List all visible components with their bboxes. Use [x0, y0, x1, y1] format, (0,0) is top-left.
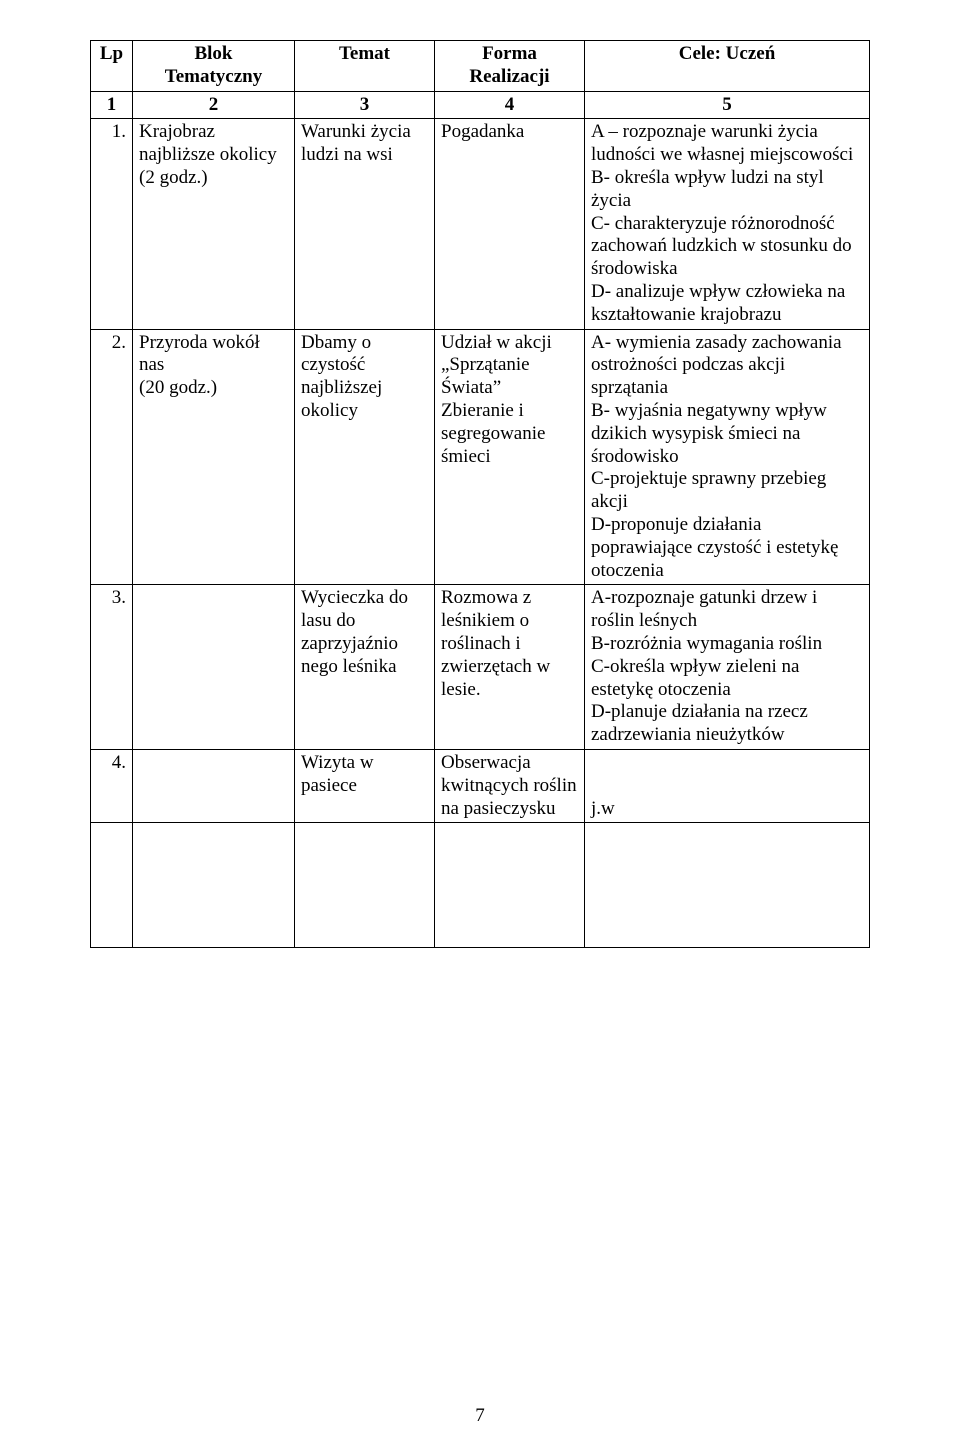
table-row: 4. Wizyta w pasiece Obserwacja kwitnącyc… — [91, 749, 870, 822]
cell-temat: Warunki życia ludzi na wsi — [295, 119, 435, 329]
cell-forma: Obserwacja kwitnących roślin na pasieczy… — [435, 749, 585, 822]
cell-blok: Krajobraz najbliższe okolicy (2 godz.) — [133, 119, 295, 329]
page: Lp Blok Tematyczny Temat Forma Realizacj… — [0, 0, 960, 1451]
cell-cele: A- wymienia zasady zachowania ostrożnośc… — [585, 329, 870, 585]
cell-lp: 2. — [91, 329, 133, 585]
cell-forma: Pogadanka — [435, 119, 585, 329]
numrow-5: 5 — [585, 91, 870, 119]
numrow-4: 4 — [435, 91, 585, 119]
page-number: 7 — [0, 1405, 960, 1427]
table-row: 2. Przyroda wokół nas(20 godz.) Dbamy o … — [91, 329, 870, 585]
header-cele: Cele: Uczeń — [585, 41, 870, 92]
cell-cele: A-rozpoznaje gatunki drzew i roślin leśn… — [585, 585, 870, 750]
header-temat: Temat — [295, 41, 435, 92]
header-blok-l1: Blok — [139, 43, 288, 66]
table-header-row: Lp Blok Tematyczny Temat Forma Realizacj… — [91, 41, 870, 92]
cell-forma: Rozmowa z leśnikiem o roślinach i zwierz… — [435, 585, 585, 750]
table-row: 1. Krajobraz najbliższe okolicy (2 godz.… — [91, 119, 870, 329]
empty-cell — [133, 823, 295, 948]
cell-temat: Wycieczka do lasu do zaprzyjaźnio nego l… — [295, 585, 435, 750]
cell-temat: Dbamy o czystość najbliższej okolicy — [295, 329, 435, 585]
table-row: 3. Wycieczka do lasu do zaprzyjaźnio neg… — [91, 585, 870, 750]
header-forma: Forma Realizacji — [435, 41, 585, 92]
cell-blok: Przyroda wokół nas(20 godz.) — [133, 329, 295, 585]
cell-lp: 3. — [91, 585, 133, 750]
numrow-2: 2 — [133, 91, 295, 119]
cell-forma: Udział w akcji „Sprzątanie Świata” Zbier… — [435, 329, 585, 585]
numrow-1: 1 — [91, 91, 133, 119]
empty-cell — [295, 823, 435, 948]
header-forma-l1: Forma — [441, 43, 578, 66]
table-empty-row — [91, 823, 870, 948]
empty-cell — [585, 823, 870, 948]
empty-cell — [435, 823, 585, 948]
empty-cell — [91, 823, 133, 948]
cell-blok — [133, 585, 295, 750]
header-blok: Blok Tematyczny — [133, 41, 295, 92]
cell-cele: A – rozpoznaje warunki życia ludności we… — [585, 119, 870, 329]
cell-cele: j.w — [585, 749, 870, 822]
table-number-row: 1 2 3 4 5 — [91, 91, 870, 119]
header-blok-l2: Tematyczny — [139, 66, 288, 89]
cell-lp: 1. — [91, 119, 133, 329]
curriculum-table: Lp Blok Tematyczny Temat Forma Realizacj… — [90, 40, 870, 948]
cell-lp: 4. — [91, 749, 133, 822]
header-forma-l2: Realizacji — [441, 66, 578, 89]
header-lp: Lp — [91, 41, 133, 92]
numrow-3: 3 — [295, 91, 435, 119]
cell-blok — [133, 749, 295, 822]
cell-temat: Wizyta w pasiece — [295, 749, 435, 822]
